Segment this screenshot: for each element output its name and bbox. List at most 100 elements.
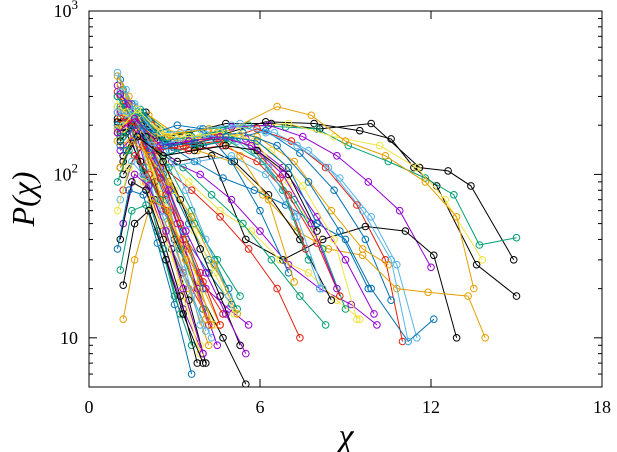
data-point (233, 310, 241, 318)
data-point (293, 141, 301, 150)
data-point (475, 241, 484, 249)
data-point (165, 178, 173, 186)
data-point (404, 337, 413, 346)
data-point (139, 121, 147, 129)
data-point (216, 213, 224, 221)
data-point (353, 201, 361, 209)
series-18 (116, 125, 378, 318)
data-point (393, 260, 401, 269)
data-point (185, 178, 193, 186)
data-point (247, 141, 256, 150)
data-point (452, 213, 461, 221)
data-point (156, 141, 165, 150)
data-point (299, 132, 307, 141)
data-point (236, 292, 244, 300)
data-point (313, 239, 321, 247)
data-point (196, 269, 204, 277)
data-point (261, 128, 270, 137)
data-point (227, 157, 236, 166)
data-point (441, 195, 450, 204)
data-point (242, 235, 250, 244)
data-point (142, 132, 150, 141)
data-point (284, 191, 293, 199)
data-point (358, 206, 367, 215)
data-point (128, 137, 136, 145)
data-point (119, 186, 127, 194)
data-point (210, 260, 219, 269)
data-point (130, 256, 139, 264)
data-point (304, 256, 313, 264)
data-point (176, 292, 184, 300)
data-point (358, 245, 367, 253)
data-point (261, 126, 270, 135)
data-point (395, 206, 404, 215)
data-point (125, 186, 133, 194)
y-tick-label: 103 (54, 0, 79, 21)
data-point (227, 121, 236, 129)
data-point (330, 132, 338, 141)
series-31 (119, 128, 250, 387)
data-point (165, 186, 173, 194)
series-57 (113, 114, 341, 293)
data-point (421, 174, 430, 182)
data-point (424, 288, 432, 297)
data-point (113, 178, 122, 186)
data-point (147, 141, 156, 150)
data-point (273, 102, 281, 111)
data-point (199, 349, 207, 358)
data-point (145, 206, 153, 215)
data-point (130, 219, 139, 228)
data-point (242, 380, 250, 387)
data-point (139, 191, 147, 199)
data-point (185, 132, 193, 141)
data-point (281, 201, 290, 209)
series-line (122, 209, 204, 364)
series-line (117, 121, 221, 326)
data-point (304, 269, 313, 277)
series-layer (113, 68, 521, 387)
data-point (333, 284, 341, 293)
data-point (253, 125, 261, 133)
data-point (370, 310, 378, 318)
data-point (364, 178, 373, 186)
data-point (452, 334, 461, 342)
x-tick-label: 6 (256, 397, 265, 417)
data-point (213, 341, 222, 350)
data-point (336, 292, 344, 300)
data-point (190, 139, 199, 148)
data-point (264, 195, 273, 204)
data-point (313, 235, 321, 244)
data-point (284, 163, 293, 172)
plot-frame (88, 10, 603, 388)
data-point (145, 121, 153, 129)
data-point (165, 206, 173, 215)
series-59 (116, 137, 241, 318)
data-point (133, 105, 142, 114)
x-tick-label: 12 (422, 397, 440, 417)
data-point (427, 263, 435, 272)
data-point (173, 157, 182, 166)
ticks-layer: 0 6 12 18 10 102 103 (54, 0, 612, 417)
series-line (123, 124, 247, 354)
y-tick-label: 10 (60, 328, 78, 348)
x-axis-label: χ (336, 418, 355, 452)
data-point (116, 90, 125, 98)
data-point (299, 182, 307, 190)
data-point (253, 137, 261, 145)
data-point (430, 315, 438, 324)
data-point (145, 152, 153, 160)
data-point (182, 256, 190, 264)
series-line (119, 204, 181, 315)
series-line (119, 181, 198, 364)
y-tick-label: 102 (54, 160, 79, 184)
data-point (156, 174, 165, 182)
data-point (116, 146, 125, 155)
data-point (327, 206, 336, 215)
data-point (207, 191, 216, 199)
x-tick-label: 0 (85, 397, 94, 417)
data-point (227, 152, 236, 160)
series-line (122, 198, 207, 320)
data-point (273, 141, 281, 150)
data-point (128, 178, 136, 186)
data-point (336, 227, 344, 235)
